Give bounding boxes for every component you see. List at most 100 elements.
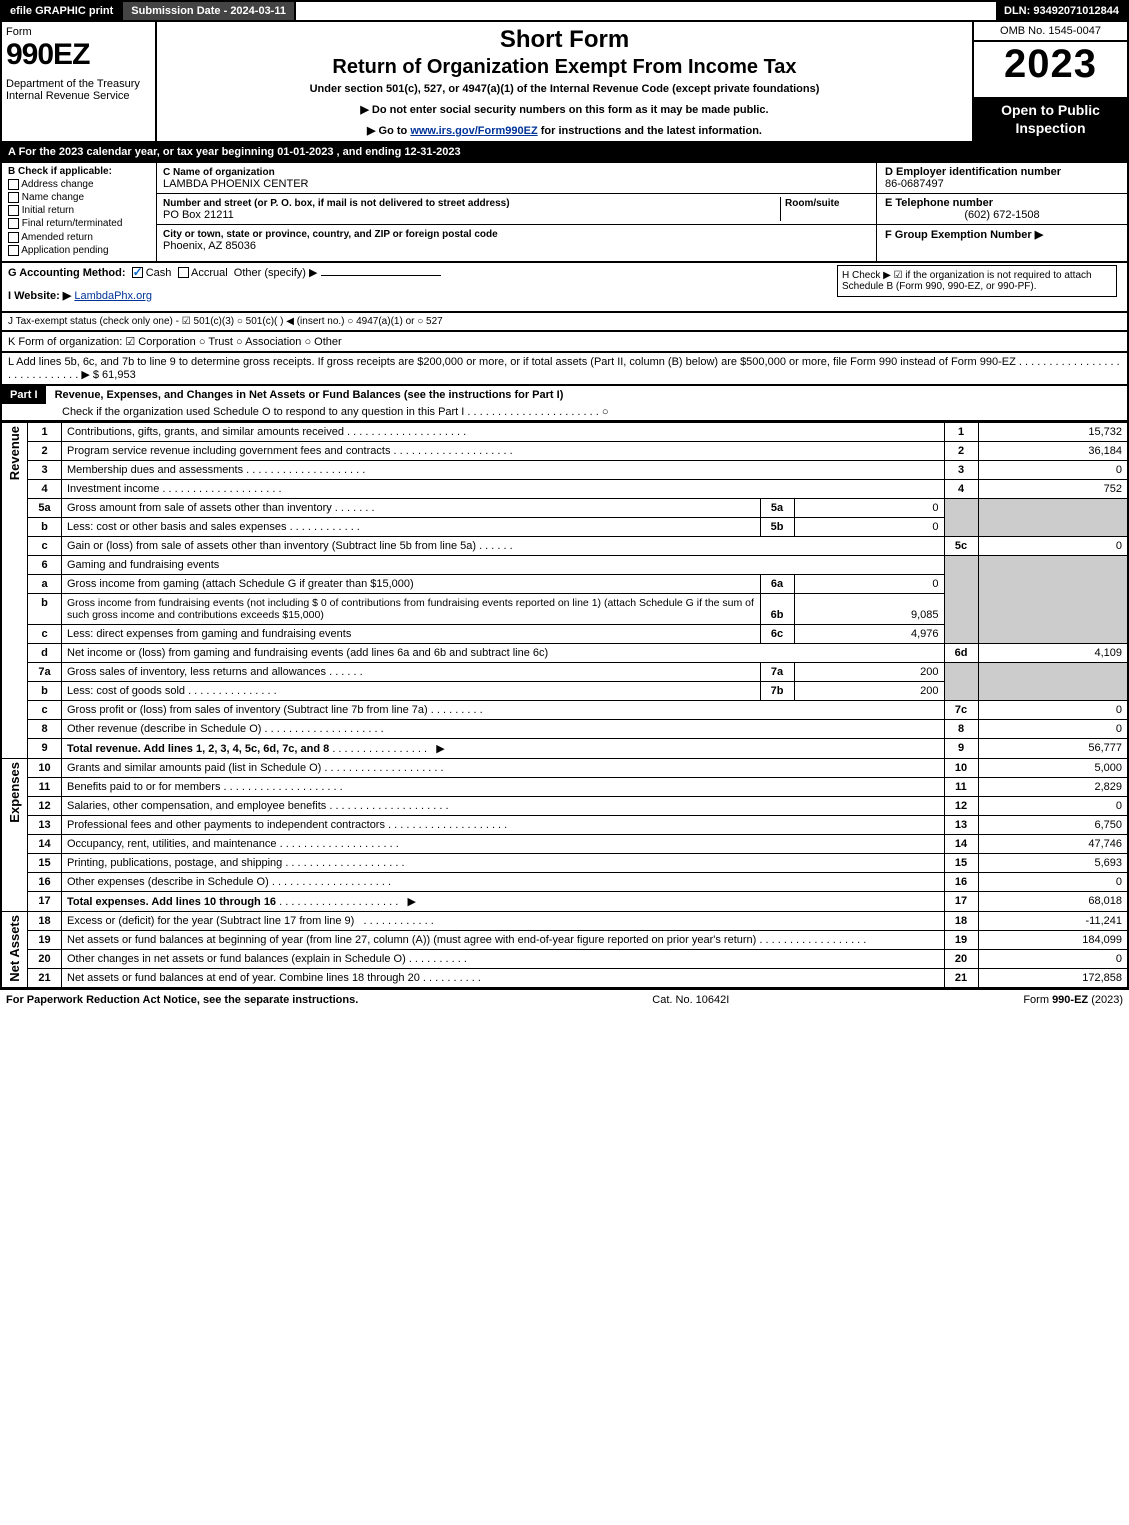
short-form-title: Short Form — [163, 26, 966, 54]
l3-d: Membership dues and assessments — [62, 460, 945, 479]
l15-n: 15 — [28, 853, 62, 872]
l14-rn: 14 — [944, 834, 978, 853]
b-opt-5[interactable]: Application pending — [8, 245, 150, 256]
l7c-n: c — [28, 700, 62, 719]
l11-n: 11 — [28, 777, 62, 796]
l20-rn: 20 — [944, 949, 978, 968]
g-accrual-check[interactable] — [178, 267, 189, 278]
footer: For Paperwork Reduction Act Notice, see … — [0, 989, 1129, 1010]
l6c-sv: 4,976 — [794, 624, 944, 643]
l5b-sv: 0 — [794, 517, 944, 536]
l18-n: 18 — [28, 911, 62, 930]
l18-d: Excess or (deficit) for the year (Subtra… — [62, 911, 945, 930]
l18-a: -11,241 — [978, 911, 1128, 930]
l12-rn: 12 — [944, 796, 978, 815]
l3-n: 3 — [28, 460, 62, 479]
l14-n: 14 — [28, 834, 62, 853]
part1-sub: Check if the organization used Schedule … — [2, 404, 669, 420]
form-number: 990EZ — [6, 38, 151, 72]
col-def: D Employer identification number 86-0687… — [877, 163, 1127, 261]
b-opt-3[interactable]: Final return/terminated — [8, 218, 150, 229]
l19-rn: 19 — [944, 930, 978, 949]
block-bcdef: B Check if applicable: Address change Na… — [0, 163, 1129, 263]
b-opt-0[interactable]: Address change — [8, 179, 150, 190]
g-cash-check[interactable] — [132, 267, 143, 278]
b-opt-2[interactable]: Initial return — [8, 205, 150, 216]
g-other-blank[interactable] — [321, 275, 441, 276]
c-name-lbl: C Name of organization — [163, 167, 275, 178]
l7a-n: 7a — [28, 662, 62, 681]
col-c: C Name of organization LAMBDA PHOENIX CE… — [157, 163, 877, 261]
row-l: L Add lines 5b, 6c, and 7b to line 9 to … — [0, 353, 1129, 386]
l5b-d: Less: cost or other basis and sales expe… — [62, 517, 761, 536]
topbar: efile GRAPHIC print Submission Date - 20… — [0, 0, 1129, 22]
l8-d: Other revenue (describe in Schedule O) — [62, 719, 945, 738]
row-j: J Tax-exempt status (check only one) - ☑… — [0, 313, 1129, 332]
l12-n: 12 — [28, 796, 62, 815]
l7ab-grey2 — [978, 662, 1128, 700]
l10-n: 10 — [28, 758, 62, 777]
l17-a: 68,018 — [978, 891, 1128, 911]
efile-print-label[interactable]: efile GRAPHIC print — [2, 2, 123, 20]
b-opt-1[interactable]: Name change — [8, 192, 150, 203]
d-ein: D Employer identification number 86-0687… — [877, 163, 1127, 194]
c-addr-val: PO Box 21211 — [163, 209, 234, 221]
l6c-d: Less: direct expenses from gaming and fu… — [62, 624, 761, 643]
irs-link[interactable]: www.irs.gov/Form990EZ — [410, 125, 537, 137]
l6d-rn: 6d — [944, 643, 978, 662]
g-lbl: G Accounting Method: — [8, 267, 126, 279]
l5c-rn: 5c — [944, 536, 978, 555]
l2-rn: 2 — [944, 441, 978, 460]
l7b-d: Less: cost of goods sold . . . . . . . .… — [62, 681, 761, 700]
l-val: 61,953 — [102, 369, 136, 381]
l7a-d: Gross sales of inventory, less returns a… — [62, 662, 761, 681]
l1-n: 1 — [28, 422, 62, 441]
l5c-n: c — [28, 536, 62, 555]
form-word: Form — [6, 26, 151, 38]
l6d-a: 4,109 — [978, 643, 1128, 662]
l5ab-grey2 — [978, 498, 1128, 536]
i-val[interactable]: LambdaPhx.org — [74, 290, 152, 302]
l19-n: 19 — [28, 930, 62, 949]
l5c-a: 0 — [978, 536, 1128, 555]
l5c-d: Gain or (loss) from sale of assets other… — [62, 536, 945, 555]
d-val: 86-0687497 — [885, 178, 1119, 190]
l13-rn: 13 — [944, 815, 978, 834]
l3-a: 0 — [978, 460, 1128, 479]
l7a-sv: 200 — [794, 662, 944, 681]
l21-d: Net assets or fund balances at end of ye… — [62, 968, 945, 988]
l3-rn: 3 — [944, 460, 978, 479]
l5ab-grey — [944, 498, 978, 536]
l11-rn: 11 — [944, 777, 978, 796]
l20-a: 0 — [978, 949, 1128, 968]
part1-head: Part I Revenue, Expenses, and Changes in… — [0, 386, 1129, 422]
l19-a: 184,099 — [978, 930, 1128, 949]
c-name-val: LAMBDA PHOENIX CENTER — [163, 178, 308, 190]
l6-d: Gaming and fundraising events — [62, 555, 945, 574]
l10-rn: 10 — [944, 758, 978, 777]
l7b-sv: 200 — [794, 681, 944, 700]
l1-a: 15,732 — [978, 422, 1128, 441]
l8-a: 0 — [978, 719, 1128, 738]
l-text: L Add lines 5b, 6c, and 7b to line 9 to … — [8, 356, 1120, 381]
l8-rn: 8 — [944, 719, 978, 738]
l12-d: Salaries, other compensation, and employ… — [62, 796, 945, 815]
l13-d: Professional fees and other payments to … — [62, 815, 945, 834]
l2-d: Program service revenue including govern… — [62, 441, 945, 460]
b-opt-4[interactable]: Amended return — [8, 232, 150, 243]
l6c-sn: 6c — [760, 624, 794, 643]
form-header: Form 990EZ Department of the Treasury In… — [0, 22, 1129, 143]
e-val: (602) 672-1508 — [885, 209, 1119, 221]
l17-rn: 17 — [944, 891, 978, 911]
row-g-h: G Accounting Method: Cash Accrual Other … — [0, 263, 1129, 313]
l7a-sn: 7a — [760, 662, 794, 681]
omb-number: OMB No. 1545-0047 — [974, 22, 1127, 42]
under-section: Under section 501(c), 527, or 4947(a)(1)… — [163, 83, 966, 95]
l4-d: Investment income — [62, 479, 945, 498]
d-lbl: D Employer identification number — [885, 166, 1119, 178]
l7c-d: Gross profit or (loss) from sales of inv… — [62, 700, 945, 719]
l6b-n: b — [28, 593, 62, 624]
l9-d: Total revenue. Add lines 1, 2, 3, 4, 5c,… — [62, 738, 945, 758]
l19-d: Net assets or fund balances at beginning… — [62, 930, 945, 949]
h-box: H Check ▶ ☑ if the organization is not r… — [837, 265, 1117, 297]
